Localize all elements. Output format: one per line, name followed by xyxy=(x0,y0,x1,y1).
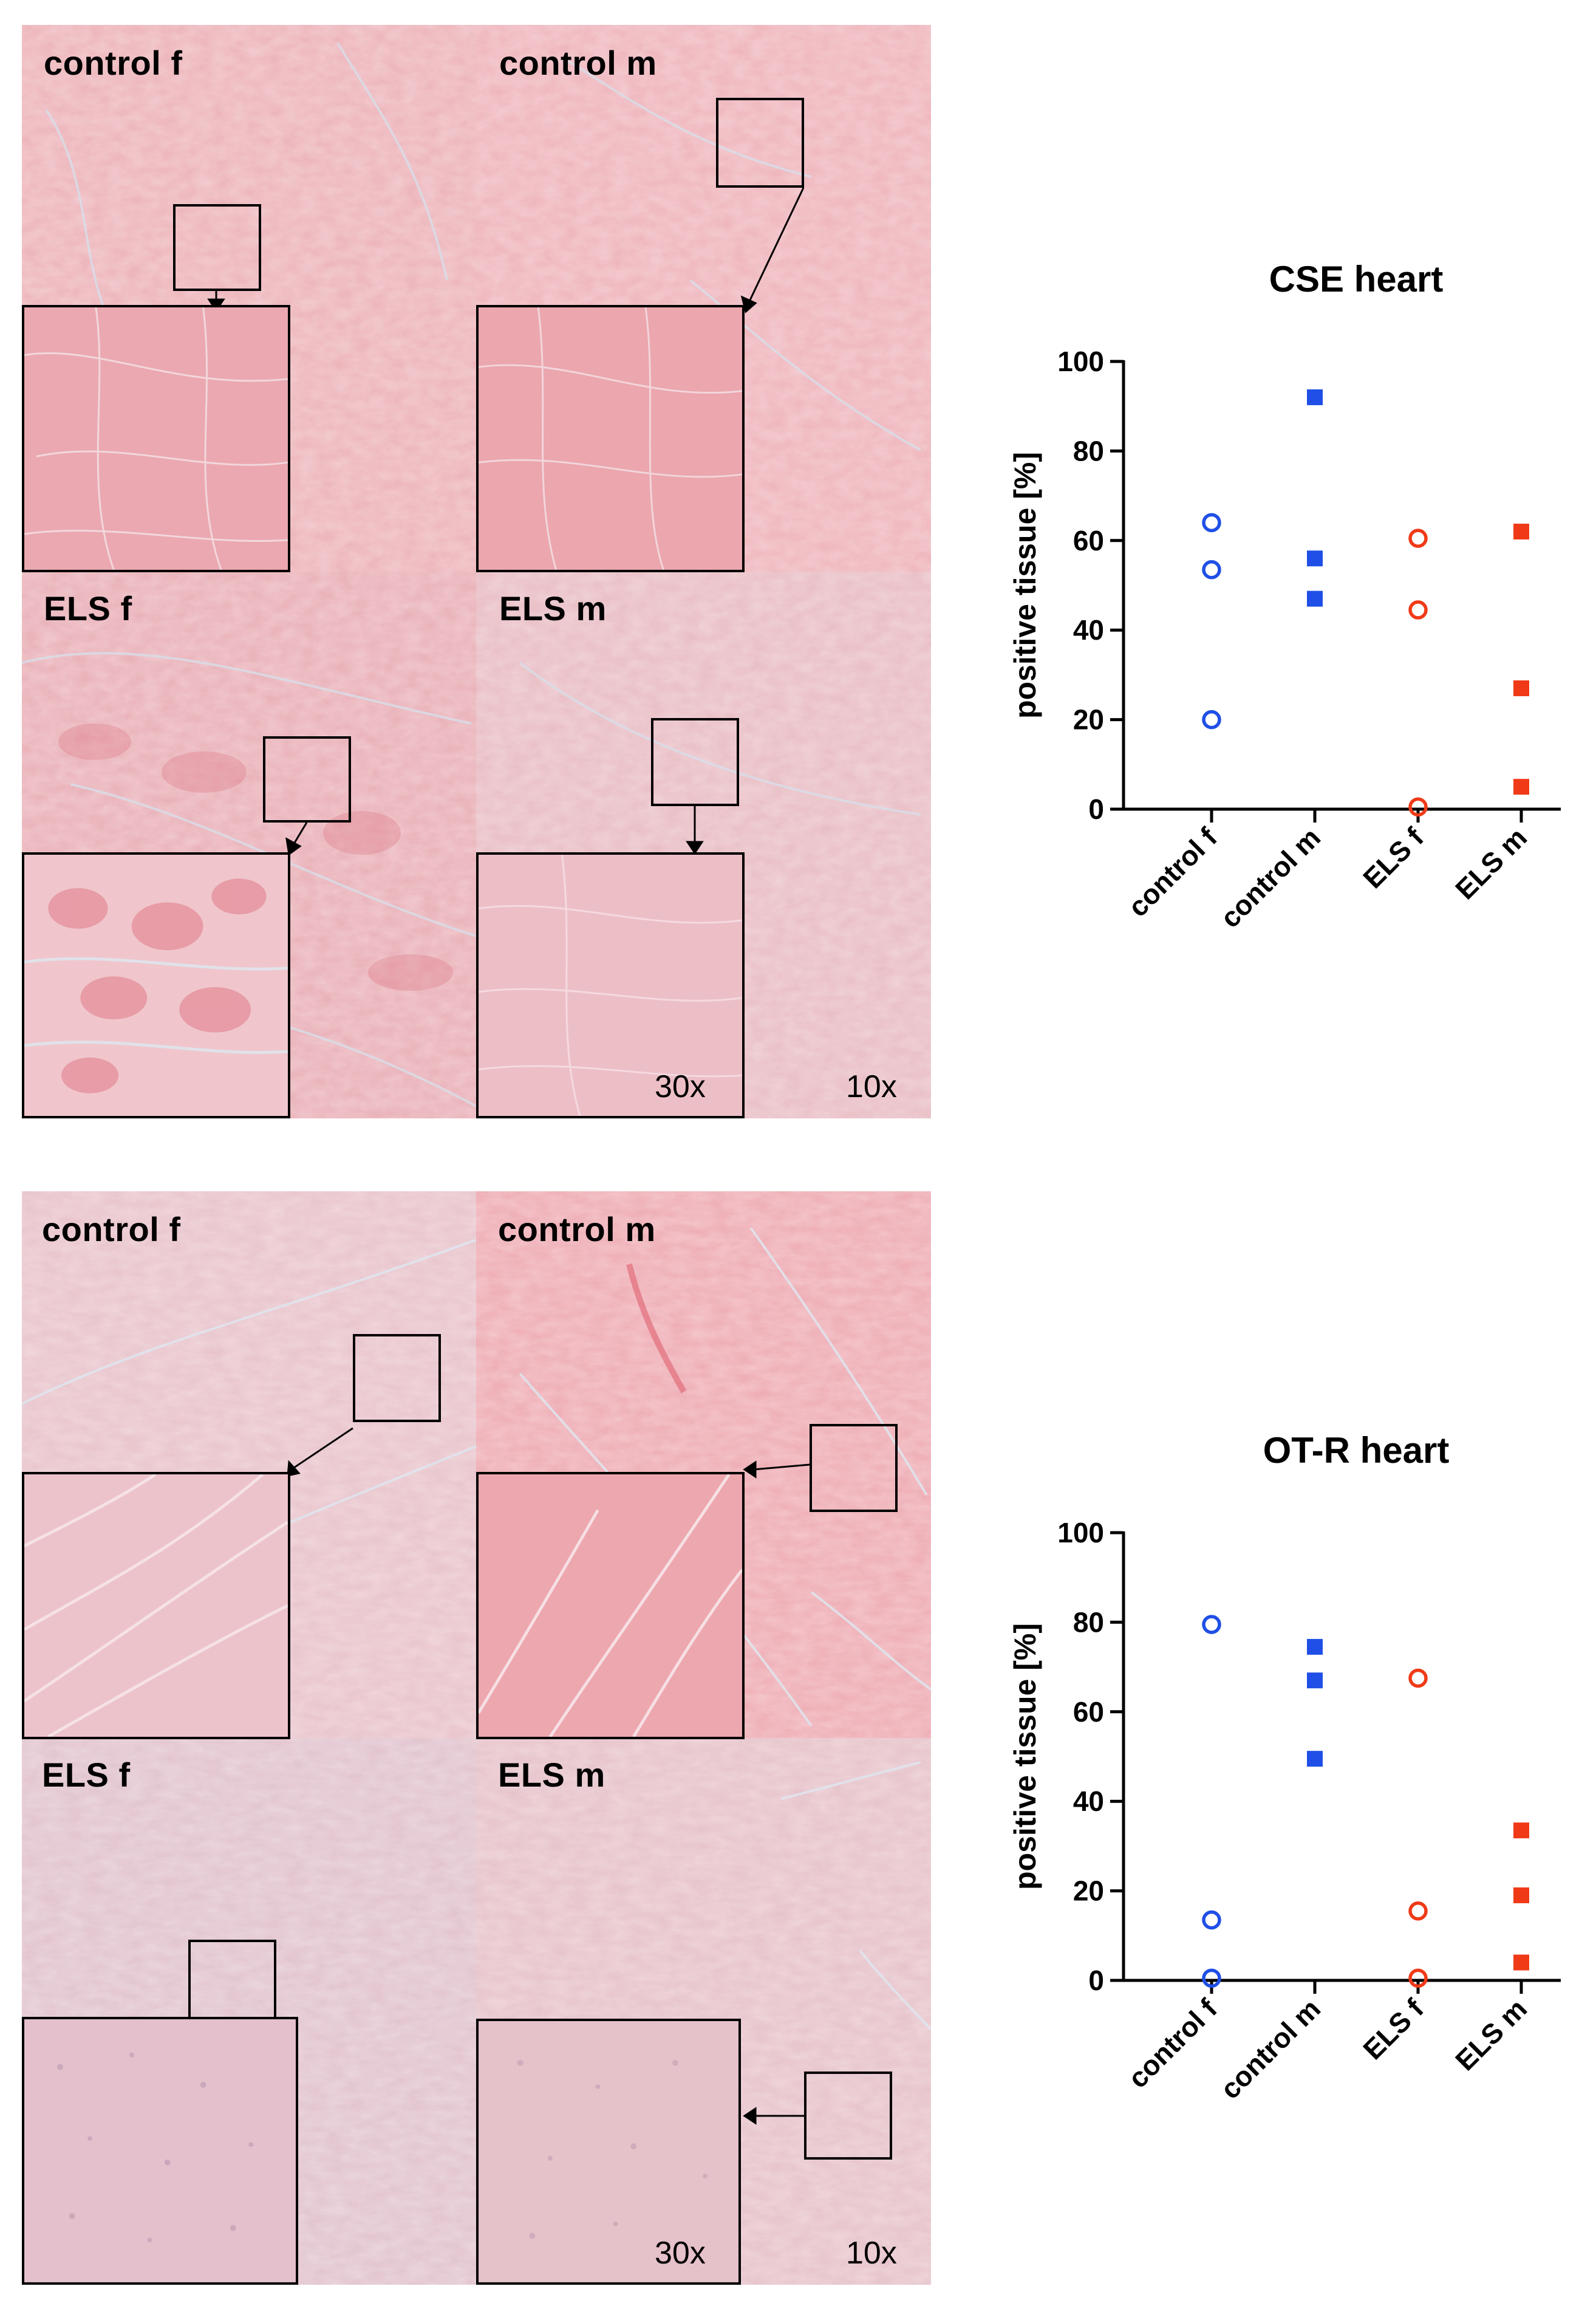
chart0-point-control-f-2 xyxy=(1202,710,1221,730)
cse-label-control-f: control f xyxy=(44,44,183,82)
otr-els-m-inset xyxy=(476,2019,741,2285)
chart1-ytick-label-100: 100 xyxy=(1057,1517,1104,1548)
chart1-xtick-label-control-f: control f xyxy=(1122,1993,1223,2094)
chart0-point-control-f-0 xyxy=(1202,513,1221,533)
chart0-ylabel: positive tissue [%] xyxy=(1008,452,1042,719)
chart0-xtick-label-control-f: control f xyxy=(1122,821,1223,923)
cse-heart-chart: CSE heart 0 20 40 60 80 100 positive tissue [%]… xyxy=(972,243,1579,972)
chart0-point-els-f-2 xyxy=(1408,797,1428,817)
chart0-point-els-f-1 xyxy=(1408,600,1428,620)
cse-els-m-inset xyxy=(476,852,745,1118)
cse-control-f-roi-box xyxy=(173,204,261,291)
otr-label-control-f: control f xyxy=(42,1210,181,1248)
cse-control-m-inset xyxy=(476,305,745,572)
chart1-ytick-label-80: 80 xyxy=(1073,1606,1104,1638)
otr-heart-chart: OT-R heart 0 20 40 60 80 100 positive tissue [%… xyxy=(972,1414,1579,2143)
cse-heart-chart-svg: CSE heart 0 20 40 60 80 100 positive tissue [%]… xyxy=(1008,259,1561,934)
otr-label-control-m: control m xyxy=(498,1210,656,1248)
chart1-point-control-f-1 xyxy=(1202,1910,1221,1930)
chart1-point-els-m-2 xyxy=(1513,1954,1529,1971)
chart1-xtick-label-els-m: ELS m xyxy=(1449,1993,1533,2076)
chart1-ylabel: positive tissue [%] xyxy=(1008,1623,1042,1890)
chart0-ytick-label-100: 100 xyxy=(1057,346,1104,377)
chart0-ytick-label-40: 40 xyxy=(1073,614,1104,646)
chart1-ytick-label-60: 60 xyxy=(1073,1696,1104,1728)
otr-control-m-inset xyxy=(476,1472,745,1739)
cse-label-els-m: ELS m xyxy=(499,589,607,628)
cse-control-f-inset xyxy=(22,305,290,572)
chart1-point-control-f-2 xyxy=(1202,1968,1221,1988)
otr-magnification-overview: 10x xyxy=(846,2236,897,2271)
chart1-point-control-m-0 xyxy=(1307,1638,1323,1655)
otr-control-f-roi-box xyxy=(353,1334,441,1422)
otr-micrograph-panel: control f control m ELS f ELS m 30x 10x xyxy=(22,1191,931,2285)
cse-els-m-roi-box xyxy=(651,718,739,806)
chart0-point-control-m-2 xyxy=(1307,590,1323,607)
chart1-point-els-f-0 xyxy=(1408,1668,1428,1688)
chart0-point-control-m-1 xyxy=(1307,550,1323,567)
chart0-xtick-label-els-m: ELS m xyxy=(1449,821,1533,905)
chart0-point-els-m-1 xyxy=(1513,680,1529,697)
chart0-xtick-label-control-m: control m xyxy=(1214,821,1326,934)
chart1-point-els-m-0 xyxy=(1513,1822,1529,1839)
cse-label-control-m: control m xyxy=(499,44,657,82)
cse-micrograph-panel: control f control m ELS f ELS m 30x 10x xyxy=(22,25,931,1118)
chart1-point-control-m-1 xyxy=(1307,1672,1323,1689)
cse-control-m-roi-box xyxy=(716,98,804,188)
chart0-xtick-label-els-f: ELS f xyxy=(1357,821,1430,894)
chart1-ytick-label-40: 40 xyxy=(1073,1785,1104,1817)
otr-els-f-inset xyxy=(22,2017,298,2285)
chart1-ytick-label-20: 20 xyxy=(1073,1875,1104,1907)
cse-magnification-inset: 30x xyxy=(655,1069,706,1104)
chart0-ytick-label-60: 60 xyxy=(1073,525,1104,556)
cse-magnification-overview: 10x xyxy=(846,1069,897,1104)
otr-label-els-m: ELS m xyxy=(498,1756,605,1794)
chart0-point-control-m-0 xyxy=(1307,389,1323,405)
otr-control-f-inset xyxy=(22,1472,290,1739)
chart0-title: CSE heart xyxy=(1269,259,1444,299)
otr-control-m-roi-box xyxy=(810,1424,898,1512)
chart0-ytick-label-80: 80 xyxy=(1073,435,1104,467)
chart1-point-control-m-2 xyxy=(1307,1751,1323,1767)
chart1-point-els-f-2 xyxy=(1408,1968,1428,1988)
chart1-point-els-f-1 xyxy=(1408,1901,1428,1921)
chart1-point-els-m-1 xyxy=(1513,1887,1529,1903)
otr-els-m-roi-box xyxy=(804,2072,892,2160)
chart1-point-control-f-0 xyxy=(1202,1615,1221,1634)
chart0-ytick-label-0: 0 xyxy=(1088,793,1104,825)
otr-els-f-roi-box xyxy=(188,1940,276,2028)
cse-els-f-inset xyxy=(22,852,290,1118)
chart1-xtick-label-control-m: control m xyxy=(1214,1993,1326,2105)
chart0-ytick-label-20: 20 xyxy=(1073,704,1104,736)
otr-label-els-f: ELS f xyxy=(42,1756,131,1794)
chart0-point-els-m-0 xyxy=(1513,524,1529,540)
chart1-ytick-label-0: 0 xyxy=(1088,1965,1104,1996)
chart0-point-els-f-0 xyxy=(1408,529,1428,548)
cse-label-els-f: ELS f xyxy=(44,589,132,628)
chart1-xtick-label-els-f: ELS f xyxy=(1357,1993,1430,2065)
chart0-point-els-m-2 xyxy=(1513,779,1529,795)
otr-heart-chart-svg: OT-R heart 0 20 40 60 80 100 positive tissue [%… xyxy=(1008,1430,1561,2105)
chart1-title: OT-R heart xyxy=(1263,1430,1450,1471)
otr-magnification-inset: 30x xyxy=(655,2236,706,2271)
chart0-point-control-f-1 xyxy=(1202,559,1221,580)
cse-els-f-roi-box xyxy=(263,736,351,823)
